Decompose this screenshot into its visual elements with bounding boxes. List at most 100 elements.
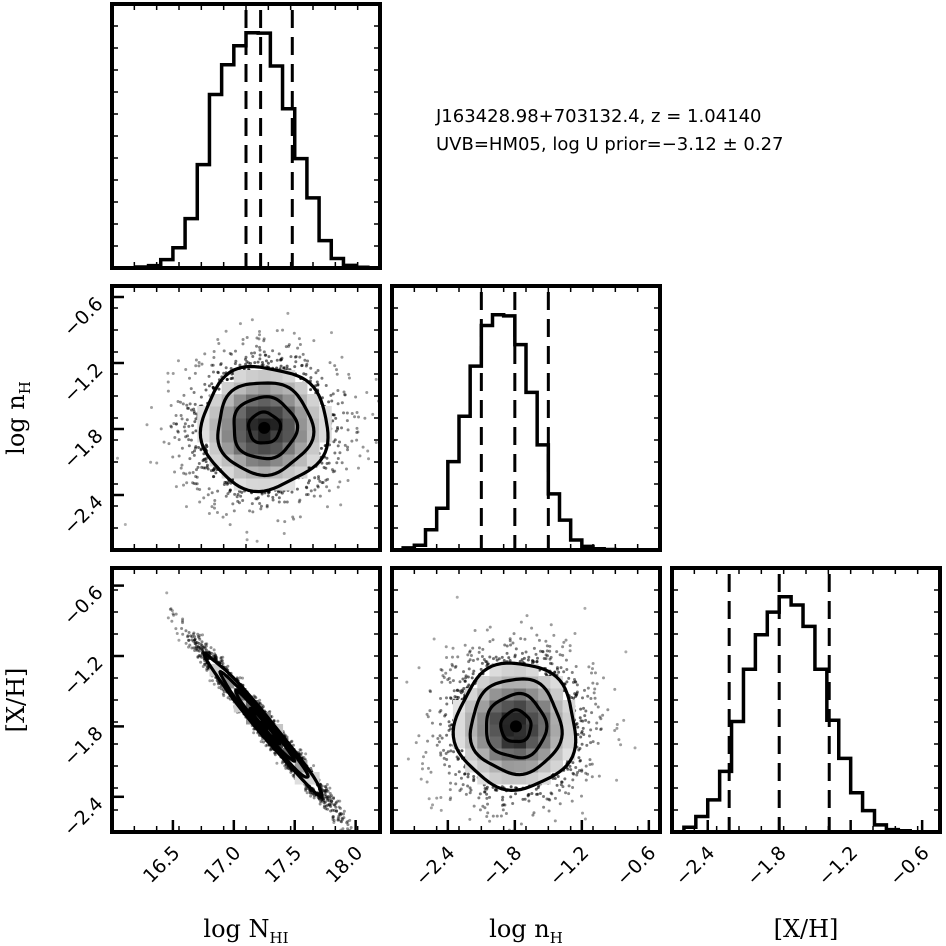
scatter-point: [488, 819, 492, 823]
scatter-point: [542, 805, 546, 809]
scatter-point: [335, 372, 339, 376]
scatter-point: [444, 696, 448, 700]
scatter-point: [181, 402, 185, 406]
scatter-point: [315, 380, 319, 384]
axis-label-main: [X/H]: [2, 668, 30, 733]
scatter-point: [285, 500, 289, 504]
scatter-point: [175, 632, 179, 636]
scatter-point: [221, 515, 225, 519]
scatter-point: [436, 736, 440, 740]
scatter-point: [266, 494, 270, 498]
scatter-point: [187, 631, 191, 635]
scatter-point: [367, 457, 371, 461]
scatter-point: [530, 659, 534, 663]
scatter-point: [300, 364, 304, 368]
scatter-point: [359, 841, 362, 844]
scatter-point: [331, 816, 335, 820]
scatter-point: [283, 764, 287, 768]
scatter-point: [357, 415, 361, 419]
scatter-point: [318, 479, 322, 483]
scatter-point: [579, 735, 583, 739]
scatter-point: [309, 376, 313, 380]
scatter-point: [203, 646, 207, 650]
scatter-point: [606, 708, 610, 712]
density-cell: [258, 370, 271, 383]
scatter-point: [174, 485, 178, 489]
scatter-point: [188, 643, 192, 647]
scatter-point: [501, 798, 505, 802]
scatter-point: [355, 438, 359, 442]
scatter-point: [343, 393, 347, 397]
scatter-point: [563, 777, 567, 781]
scatter-point: [485, 628, 489, 632]
scatter-point: [192, 407, 196, 411]
scatter-point: [192, 453, 196, 457]
scatter-point: [343, 443, 347, 447]
scatter-point: [217, 387, 221, 391]
scatter-point: [298, 355, 302, 359]
density-peak-logNHI-lognH: [258, 421, 271, 434]
scatter-point: [354, 395, 358, 399]
scatter-point: [245, 336, 249, 340]
scatter-point: [194, 358, 198, 362]
scatter-point: [331, 470, 335, 474]
scatter-point: [504, 812, 508, 816]
scatter-point: [445, 758, 449, 762]
density-cell: [246, 478, 259, 491]
scatter-point: [431, 803, 435, 807]
scatter-point: [186, 434, 190, 438]
scatter-point: [446, 678, 450, 682]
x-axis-label-XH: [X/H]: [774, 915, 839, 943]
scatter-point: [593, 687, 597, 691]
scatter-point: [590, 671, 594, 675]
scatter-point: [219, 657, 223, 661]
scatter-point: [221, 692, 225, 696]
scatter-point: [267, 355, 271, 359]
density-cell: [477, 676, 490, 689]
scatter-point: [196, 632, 200, 636]
scatter-point: [289, 770, 293, 774]
scatter-point: [355, 431, 359, 435]
scatter-point: [349, 825, 353, 829]
scatter-point: [477, 646, 481, 650]
scatter-point: [426, 739, 430, 743]
y-tick-label-lognH: −1.8: [59, 425, 107, 473]
scatter-point: [183, 422, 187, 426]
scatter-point: [316, 383, 320, 387]
scatter-point: [525, 614, 529, 618]
scatter-point: [355, 410, 359, 414]
scatter-point: [209, 646, 213, 650]
scatter-point: [212, 350, 216, 354]
scatter-point: [442, 756, 446, 760]
scatter-point: [340, 820, 344, 824]
scatter-point: [555, 783, 559, 787]
scatter-point: [356, 466, 360, 470]
scatter-point: [309, 794, 313, 798]
scatter-point: [417, 734, 421, 738]
scatter-point: [588, 762, 592, 766]
scatter-point: [337, 818, 341, 822]
scatter-point: [361, 445, 365, 449]
scatter-point: [544, 657, 548, 661]
contour-logNHI-lognH-level-4: [198, 364, 330, 494]
scatter-point: [234, 349, 238, 353]
scatter-point: [425, 712, 429, 716]
scatter-point: [277, 500, 281, 504]
scatter-point: [440, 680, 444, 684]
scatter-point: [199, 642, 203, 646]
scatter-point: [326, 794, 330, 798]
scatter-point: [213, 502, 217, 506]
scatter-point: [193, 638, 197, 642]
scatter-point: [210, 505, 214, 509]
scatter-point: [255, 336, 259, 340]
scatter-point: [346, 445, 350, 449]
x-tick-label-logNHI: 18.0: [322, 842, 367, 887]
scatter-point: [511, 802, 515, 806]
scatter-point: [429, 806, 433, 810]
scatter-point: [342, 411, 346, 415]
y-axis-label-lognH: log nH: [2, 381, 34, 455]
density-cell: [221, 430, 235, 443]
scatter-point: [233, 362, 237, 366]
scatter-point: [244, 355, 248, 359]
scatter-point: [212, 506, 216, 510]
